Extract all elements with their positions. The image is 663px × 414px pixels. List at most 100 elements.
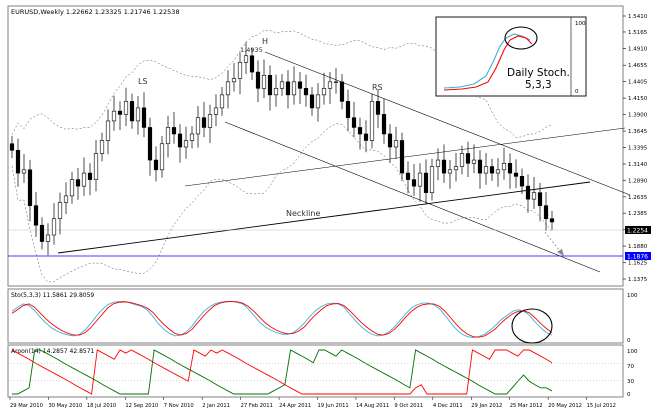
candle-body [195, 117, 201, 135]
projection-arrow [544, 231, 563, 255]
y-tick-label: 1.1375 [628, 277, 648, 283]
stoch-tick-100: 100 [627, 293, 638, 299]
candle-body [33, 205, 39, 226]
candle-body [111, 110, 117, 122]
x-tick-label: 24 Apr 2011 [279, 403, 311, 409]
candle-body [177, 133, 183, 148]
candle-body [171, 127, 177, 135]
y-tick-label: 1.3645 [628, 129, 648, 135]
x-tick-label: 19 Jun 2011 [318, 403, 349, 409]
y-tick-label: 1.4910 [628, 47, 648, 53]
y-tick-label: 1.1880 [628, 244, 648, 250]
candle-body [45, 234, 51, 242]
candle-body [297, 81, 303, 89]
candle-body [207, 114, 213, 128]
candle-body [183, 140, 189, 148]
candle-body [345, 101, 351, 118]
aroon-lines [8, 349, 623, 395]
candle-body [129, 101, 135, 122]
x-tick-label: 4 Dec 2011 [433, 403, 463, 409]
candle-body [123, 101, 129, 115]
candle-body [75, 179, 81, 187]
candle-body [147, 127, 153, 161]
candle-body [447, 169, 453, 174]
candle-body [525, 185, 531, 200]
candle-body [9, 143, 15, 151]
candle-body [285, 81, 291, 96]
x-tick-label: 18 Jul 2010 [87, 403, 116, 409]
aroon-up-line [11, 349, 553, 395]
x-tick-label: 29 Mar 2010 [10, 403, 43, 409]
stoch-header: Sto(5,3,3) 11.5861 29.8059 [11, 292, 94, 299]
y-tick-label: 1.3395 [628, 145, 648, 151]
y-tick-label: 1.5410 [628, 14, 648, 20]
inset-tick-0: 0 [575, 89, 579, 95]
candle-body [141, 107, 147, 128]
candle-body [375, 101, 381, 115]
candle-body [411, 179, 417, 187]
candle-body [273, 88, 279, 96]
candle-body [441, 159, 447, 174]
right-shoulder-label: RS [372, 83, 383, 92]
lower-band [11, 123, 553, 283]
candle-body [135, 107, 141, 122]
head-label: H [262, 37, 268, 46]
candle-body [291, 81, 297, 96]
candle-body [213, 107, 219, 115]
x-axis: 29 Mar 2010 30 May 2010 18 Jul 2010 12 Sep … [9, 397, 616, 409]
candle-body [255, 71, 261, 89]
candle-body [69, 179, 75, 197]
aroon-header: Aroon(14) 14.2857 42.8571 [11, 348, 95, 355]
y-tick-label: 1.4655 [628, 63, 648, 69]
candle-body [249, 55, 255, 73]
candle-body [495, 169, 501, 174]
candle-body [51, 218, 57, 236]
candle-body [537, 192, 543, 206]
upper-band [11, 29, 553, 138]
candle-body [219, 94, 225, 109]
inset-tick-100: 100 [575, 21, 586, 27]
candle-body [429, 166, 435, 193]
candle-body [315, 94, 321, 109]
channel-upper-line [264, 51, 631, 196]
candle-body [387, 133, 393, 148]
left-shoulder-label: LS [138, 77, 148, 86]
inset-caption-line1: Daily Stoch. [507, 67, 570, 79]
x-tick-label: 25 Mar 2012 [510, 403, 543, 409]
y-tick-label: 1.3140 [628, 162, 648, 168]
x-tick-label: 29 Jan 2012 [471, 403, 502, 409]
inset-highlight-circle [504, 26, 538, 50]
inset-caption-line2: 5,3,3 [525, 79, 552, 91]
candle-body [117, 110, 123, 115]
candle-body [549, 218, 555, 223]
x-tick-label: 14 Aug 2011 [356, 403, 389, 409]
daily-stoch-inset: 100 0 Daily Stoch. 5,3,3 [435, 16, 587, 97]
candle-body [417, 172, 423, 187]
candle-body [321, 88, 327, 96]
aroon-tick-30: 30 [627, 379, 634, 385]
candle-body [237, 61, 243, 79]
stoch-signal-line [11, 301, 553, 338]
candle-body [309, 94, 315, 109]
candle-body [267, 75, 273, 96]
candle-body [435, 159, 441, 167]
candle-body [339, 81, 345, 102]
y-tick-label: 1.2890 [628, 178, 648, 184]
candle-body [483, 166, 489, 174]
candle-body [465, 153, 471, 164]
candle-body [531, 192, 537, 200]
y-tick-label: 1.2385 [628, 211, 648, 217]
bollinger-bands [11, 29, 553, 283]
candle-body [357, 127, 363, 135]
candle-body [507, 163, 513, 174]
trend-lines [8, 51, 631, 273]
main-header: EURUSD,Weekly 1.22662 1.23325 1.21746 1.… [11, 8, 180, 16]
y-tick-label: 1.1625 [628, 261, 648, 267]
y-tick-label: 1.2635 [628, 195, 648, 201]
candle-body [225, 81, 231, 96]
candle-body [165, 127, 171, 145]
candle-body [381, 114, 387, 135]
y-tick-label: 1.4150 [628, 96, 648, 102]
candle-body [327, 81, 333, 89]
